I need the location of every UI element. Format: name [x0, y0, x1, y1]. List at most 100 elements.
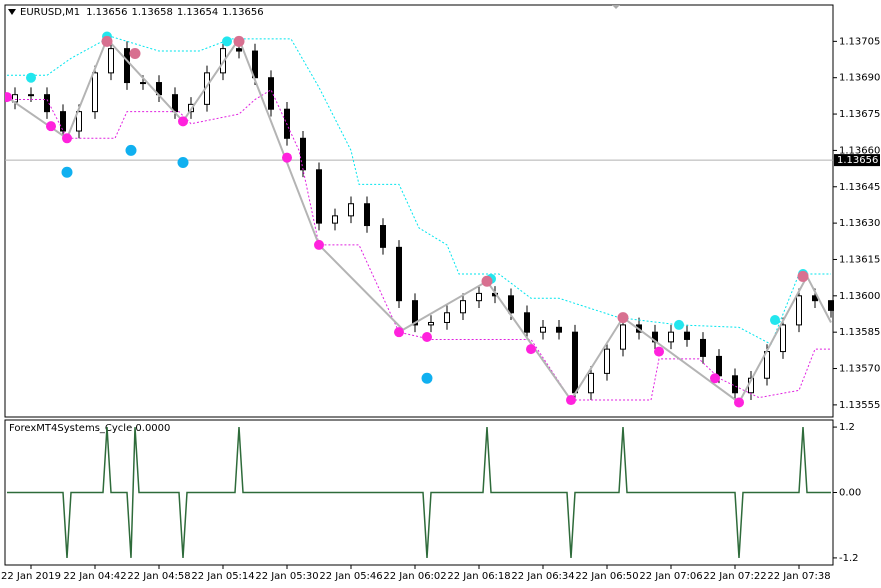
y-tick-label: 1.2 [839, 422, 855, 433]
candle-body [236, 48, 242, 52]
x-tick-label: 22 Jan 05:46 [319, 571, 382, 582]
candle-body [540, 326, 546, 333]
menu-arrow[interactable] [8, 9, 16, 15]
candle-body [172, 94, 178, 113]
current-price-label: 1.13656 [837, 155, 878, 166]
signal-dot [394, 327, 404, 338]
candle-body [556, 326, 562, 333]
candle-body [412, 300, 418, 326]
candle-body [524, 312, 530, 333]
candle-body [508, 295, 514, 314]
signal-dot [26, 72, 36, 83]
candle-body [460, 300, 466, 314]
candle-body [76, 111, 82, 132]
signal-dot [617, 312, 629, 324]
y-tick-label: 1.13555 [839, 400, 880, 411]
candle-body [364, 203, 370, 227]
candle-body [668, 331, 674, 343]
signal-dot [129, 47, 141, 59]
signal-dot [710, 373, 720, 384]
signal-dot [421, 372, 433, 384]
x-tick-label: 22 Jan 06:02 [383, 571, 446, 582]
shift-marker [612, 5, 620, 9]
x-tick-label: 22 Jan 07:38 [767, 571, 830, 582]
y-tick-label: 1.13600 [839, 291, 880, 302]
candle-body [796, 295, 802, 326]
header-high: 1.13658 [131, 7, 172, 18]
x-tick-label: 22 Jan 04:42 [63, 571, 126, 582]
signal-dot [125, 144, 137, 156]
header-close: 1.13656 [222, 7, 263, 18]
candle-body [60, 111, 66, 132]
signal-dot [314, 239, 324, 250]
y-tick-label: 1.13630 [839, 218, 880, 229]
candle-body [380, 225, 386, 248]
signal-dot [178, 116, 188, 127]
y-tick-label: 1.13690 [839, 73, 880, 84]
candle-body [28, 94, 34, 97]
candle-body [44, 94, 50, 113]
candle-body [108, 48, 114, 74]
x-tick-label: 22 Jan 05:30 [255, 571, 318, 582]
candle-body [780, 324, 786, 353]
signal-dot [422, 332, 432, 343]
candle-body [444, 312, 450, 323]
x-tick-label: 22 Jan 06:50 [575, 571, 638, 582]
candle-body [588, 372, 594, 394]
y-tick-label: 1.13645 [839, 182, 880, 193]
candle-body [604, 348, 610, 374]
candle-body [572, 331, 578, 394]
zigzag-line [7, 427, 831, 558]
signal-dot [770, 315, 780, 326]
signal-dot [222, 36, 232, 47]
candle-body [684, 331, 690, 340]
candle-body [732, 375, 738, 394]
y-tick-label: 1.13570 [839, 364, 880, 375]
current-price-box [834, 154, 880, 167]
x-tick-label: 22 Jan 06:18 [447, 571, 510, 582]
candle-body [348, 203, 354, 217]
signal-dot [101, 35, 113, 47]
y-tick-label: 1.13615 [839, 254, 880, 265]
candle-body [620, 324, 626, 350]
signal-dot [61, 166, 73, 178]
channel-line [7, 35, 831, 345]
symbol-header: EURUSD,M1 1.13656 1.13658 1.13654 1.13656 [20, 7, 264, 18]
signal-dot [674, 319, 684, 330]
y-tick-label: 1.13585 [839, 327, 880, 338]
signal-dot [566, 395, 576, 406]
candle-body [92, 72, 98, 113]
header-low: 1.13654 [177, 7, 218, 18]
signal-dot [62, 133, 72, 144]
x-tick-label: 22 Jan 05:14 [191, 571, 254, 582]
x-tick-label: 22 Jan 06:34 [511, 571, 574, 582]
signal-dot [797, 270, 809, 282]
candle-body [124, 48, 130, 84]
candle-body [300, 137, 306, 171]
y-tick-label: 1.13660 [839, 145, 880, 156]
signal-dot [481, 275, 493, 287]
x-tick-label: 22 Jan 07:06 [639, 571, 702, 582]
indicator-title: ForexMT4Systems_Cycle 0.0000 [9, 423, 170, 434]
candle-body [316, 169, 322, 224]
signal-dot [654, 346, 664, 357]
signal-dot [177, 157, 189, 169]
signal-dot [5, 92, 12, 103]
signal-dot [46, 121, 56, 132]
candle-body [828, 300, 834, 311]
candle-body [268, 77, 274, 110]
signal-dot [734, 397, 744, 408]
candle-body [140, 82, 146, 85]
candle-body [428, 321, 434, 326]
y-tick-label: 0.00 [839, 488, 861, 499]
y-tick-label: -1.2 [839, 553, 859, 564]
candle-body [332, 215, 338, 224]
signal-dot [282, 152, 292, 163]
y-tick-label: 1.13705 [839, 36, 880, 47]
candle-body [476, 292, 482, 302]
candle-body [700, 338, 706, 357]
candle-body [716, 355, 722, 377]
signal-dot [526, 344, 536, 355]
